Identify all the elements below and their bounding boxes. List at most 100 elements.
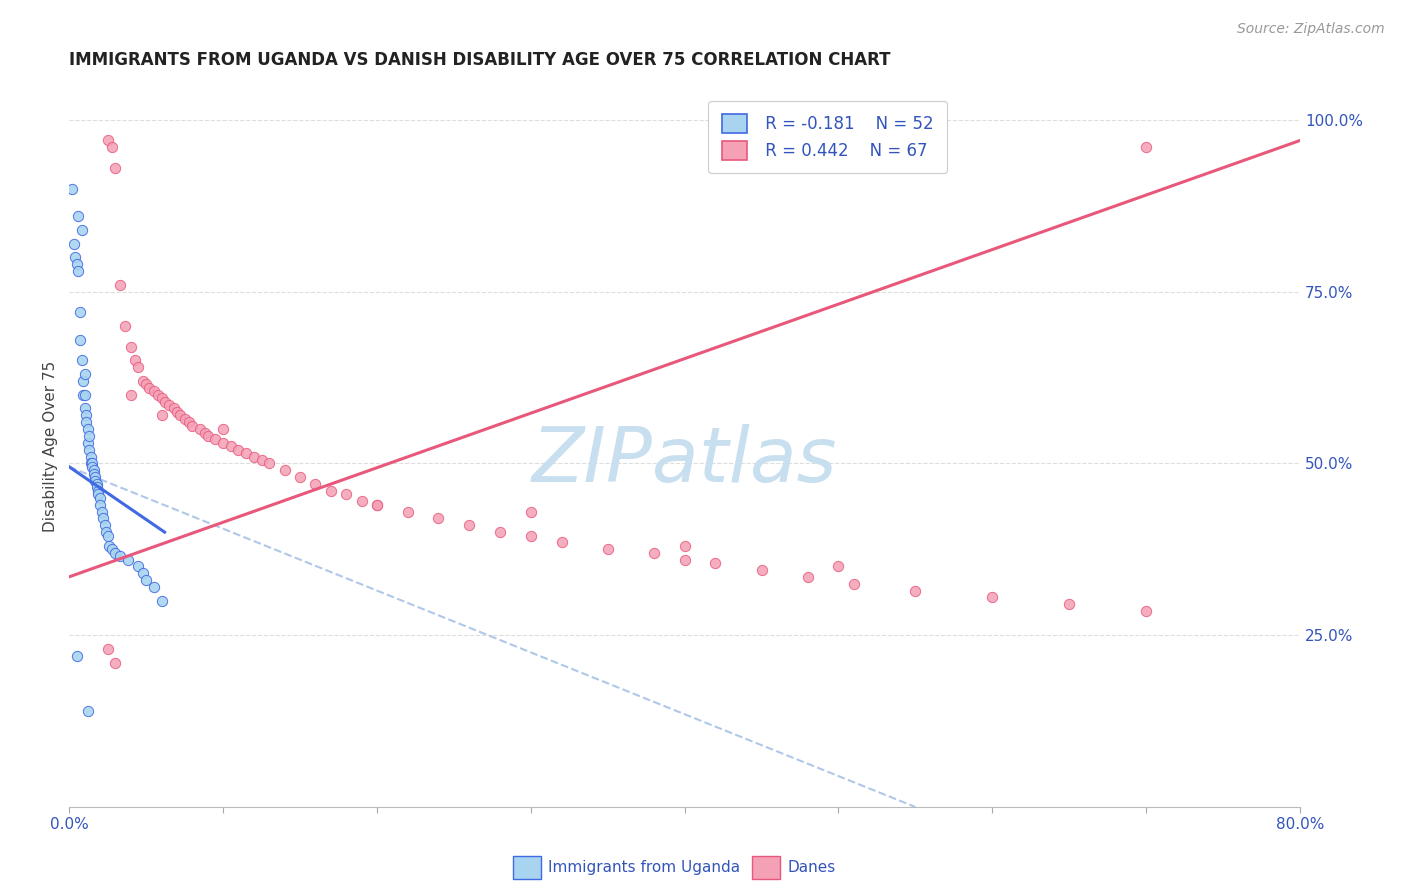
Point	[98, 539, 121, 553]
Y-axis label: Disability Age Over 75: Disability Age Over 75	[44, 360, 58, 532]
Point	[204, 433, 226, 447]
Point	[124, 353, 146, 368]
Point	[153, 394, 176, 409]
Point	[89, 491, 111, 505]
Point	[181, 418, 204, 433]
Point	[243, 450, 266, 464]
Point	[63, 236, 86, 251]
Point	[520, 504, 543, 518]
Point	[60, 181, 83, 195]
Point	[72, 374, 94, 388]
Point	[250, 453, 273, 467]
Point	[67, 264, 90, 278]
Point	[704, 556, 727, 570]
Point	[75, 409, 97, 423]
Point	[73, 388, 96, 402]
Point	[1135, 140, 1157, 154]
Point	[89, 498, 111, 512]
Point	[101, 140, 124, 154]
Point	[97, 528, 120, 542]
Point	[751, 563, 773, 577]
Point	[91, 511, 114, 525]
Point	[304, 477, 326, 491]
Text: Danes: Danes	[787, 861, 835, 875]
Point	[458, 518, 481, 533]
Point	[179, 415, 201, 429]
Point	[219, 439, 242, 453]
Point	[427, 511, 450, 525]
Point	[194, 425, 217, 440]
Point	[120, 388, 142, 402]
Point	[66, 257, 89, 271]
Point	[90, 504, 112, 518]
Point	[135, 573, 157, 587]
Point	[796, 570, 818, 584]
Point	[138, 381, 160, 395]
Point	[114, 318, 136, 333]
Point	[212, 435, 235, 450]
Point	[550, 535, 572, 549]
Point	[86, 480, 108, 494]
Point	[87, 483, 110, 498]
Point	[1135, 604, 1157, 618]
Point	[132, 566, 155, 581]
Point	[135, 377, 157, 392]
Point	[827, 559, 849, 574]
Text: ZIPatlas: ZIPatlas	[531, 424, 838, 498]
Point	[76, 704, 98, 718]
Point	[73, 367, 96, 381]
Point	[904, 583, 927, 598]
Point	[67, 209, 90, 223]
Point	[104, 546, 127, 560]
Point	[163, 401, 186, 416]
Point	[117, 552, 139, 566]
Point	[104, 656, 127, 670]
Point	[77, 442, 100, 457]
Point	[66, 648, 89, 663]
Point	[157, 398, 180, 412]
Point	[288, 470, 311, 484]
Point	[273, 463, 295, 477]
Text: IMMIGRANTS FROM UGANDA VS DANISH DISABILITY AGE OVER 75 CORRELATION CHART: IMMIGRANTS FROM UGANDA VS DANISH DISABIL…	[69, 51, 891, 69]
Point	[73, 401, 96, 416]
Text: Immigrants from Uganda: Immigrants from Uganda	[548, 861, 741, 875]
Point	[366, 498, 388, 512]
Point	[643, 546, 665, 560]
Point	[150, 391, 173, 405]
Point	[93, 518, 115, 533]
Point	[104, 161, 127, 175]
Point	[69, 333, 91, 347]
Point	[108, 549, 131, 564]
Point	[166, 405, 188, 419]
Point	[366, 498, 388, 512]
Point	[197, 429, 219, 443]
Point	[142, 384, 165, 399]
Point	[75, 415, 97, 429]
Point	[235, 446, 257, 460]
Point	[120, 340, 142, 354]
Point	[596, 542, 619, 557]
Point	[101, 542, 124, 557]
Point	[97, 642, 120, 657]
Point	[87, 487, 110, 501]
Point	[80, 450, 103, 464]
Point	[108, 277, 131, 292]
Point	[84, 474, 107, 488]
Point	[148, 388, 170, 402]
Point	[350, 494, 373, 508]
Point	[96, 525, 118, 540]
Point	[212, 422, 235, 436]
Point	[70, 353, 93, 368]
Point	[257, 457, 280, 471]
Legend:  R = -0.181    N = 52,  R = 0.442    N = 67: R = -0.181 N = 52, R = 0.442 N = 67	[709, 101, 948, 173]
Point	[86, 477, 108, 491]
Point	[228, 442, 250, 457]
Point	[76, 422, 98, 436]
Point	[673, 552, 696, 566]
Point	[132, 374, 155, 388]
Point	[83, 467, 105, 481]
Point	[520, 528, 543, 542]
Point	[84, 470, 107, 484]
Point	[69, 305, 91, 319]
Point	[76, 435, 98, 450]
